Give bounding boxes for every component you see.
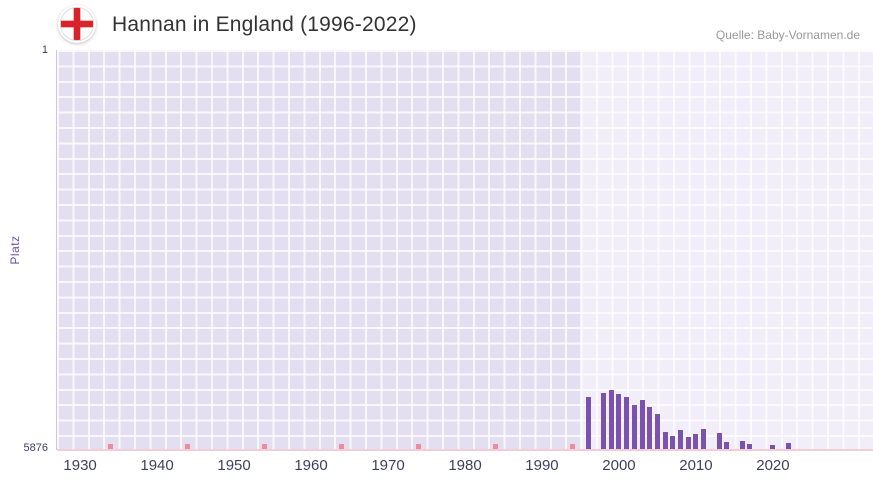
unranked-marker-1954 xyxy=(262,444,268,450)
y-axis-top-label: 1 xyxy=(41,44,48,56)
x-axis-line xyxy=(57,449,873,451)
x-tick-1990: 1990 xyxy=(525,457,559,474)
x-tick-1980: 1980 xyxy=(448,457,482,474)
bar-2008[interactable] xyxy=(678,429,684,450)
unranked-marker-1984 xyxy=(493,444,499,450)
y-axis-bottom-label: 5876 xyxy=(23,442,48,454)
x-tick-1970: 1970 xyxy=(371,457,405,474)
x-tick-1950: 1950 xyxy=(217,457,251,474)
y-axis-line xyxy=(56,50,57,450)
bar-2020[interactable] xyxy=(770,444,776,450)
bar-2011[interactable] xyxy=(701,429,707,450)
bar-2006[interactable] xyxy=(662,431,668,450)
unranked-marker-1994 xyxy=(570,444,576,450)
bar-2004[interactable] xyxy=(647,407,653,450)
bar-1998[interactable] xyxy=(601,393,607,450)
bar-1999[interactable] xyxy=(608,389,614,450)
bar-2000[interactable] xyxy=(616,393,622,450)
x-axis-labels: 1930 1940 1950 1960 1970 1980 1990 2000 2010 2020 xyxy=(0,457,873,481)
bar-2003[interactable] xyxy=(639,399,645,450)
unranked-marker-1974 xyxy=(416,444,422,450)
gridlines xyxy=(57,50,873,450)
bar-2017[interactable] xyxy=(747,444,753,450)
plot-area xyxy=(57,50,873,450)
x-tick-1930: 1930 xyxy=(63,457,97,474)
unranked-marker-1934 xyxy=(108,444,114,450)
bar-2016[interactable] xyxy=(739,441,745,450)
x-tick-1960: 1960 xyxy=(294,457,328,474)
bar-2022[interactable] xyxy=(785,443,791,450)
x-tick-1940: 1940 xyxy=(140,457,174,474)
bar-2001[interactable] xyxy=(624,397,630,450)
bar-2009[interactable] xyxy=(685,437,691,450)
page-title: Hannan in England (1996-2022) xyxy=(112,13,417,36)
x-tick-2000: 2000 xyxy=(602,457,636,474)
england-flag-icon xyxy=(58,5,96,43)
bar-2014[interactable] xyxy=(724,442,730,450)
unranked-marker-1964 xyxy=(339,444,345,450)
x-tick-2020: 2020 xyxy=(756,457,790,474)
bar-1996[interactable] xyxy=(585,397,591,450)
source-credit-link[interactable]: Quelle: Baby-Vornamen.de xyxy=(715,28,860,42)
bar-2007[interactable] xyxy=(670,435,676,450)
x-tick-2010: 2010 xyxy=(679,457,713,474)
y-axis-title: Platz xyxy=(8,235,22,265)
bar-2002[interactable] xyxy=(631,405,637,450)
unranked-marker-1944 xyxy=(185,444,191,450)
bar-2010[interactable] xyxy=(693,433,699,450)
bar-2013[interactable] xyxy=(716,433,722,450)
bar-2005[interactable] xyxy=(654,414,660,450)
